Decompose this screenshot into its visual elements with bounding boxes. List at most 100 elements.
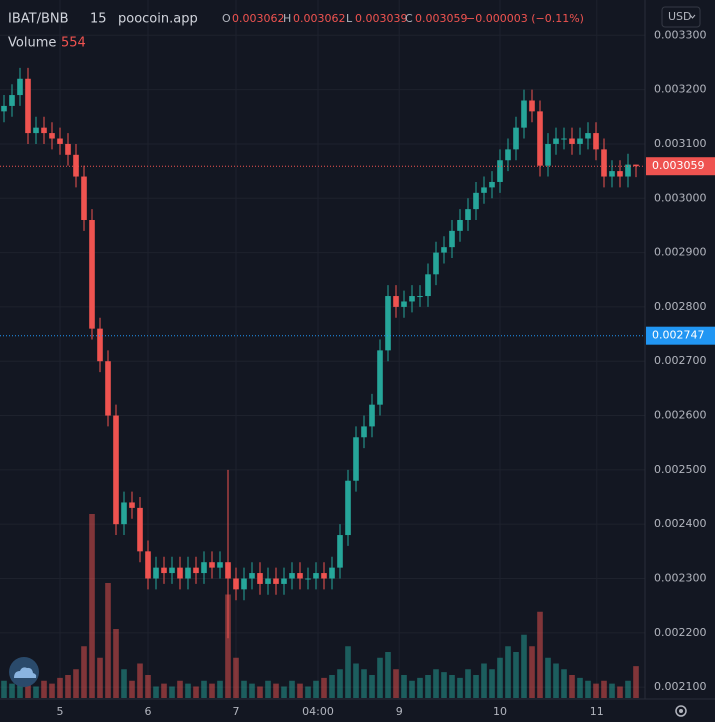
candle-body: [465, 209, 471, 220]
candle-body: [145, 551, 151, 579]
y-tick-label: 0.003200: [654, 83, 707, 96]
volume-bar: [441, 672, 447, 698]
ohlc-label: C: [405, 12, 413, 25]
gear[interactable]: [675, 705, 687, 717]
candle-body: [449, 230, 455, 248]
candle-body: [505, 149, 511, 161]
candle-body: [489, 181, 495, 188]
logo-cloud[interactable]: [14, 667, 37, 678]
candle-body: [409, 296, 415, 302]
volume-bar: [393, 669, 399, 698]
candle-body: [81, 176, 87, 220]
candle-body: [177, 567, 183, 579]
dropdown-caret[interactable]: [689, 14, 696, 19]
volume-bar: [529, 646, 535, 698]
volume-bar: [153, 686, 159, 698]
logo[interactable]: [9, 657, 39, 687]
candle-body: [609, 171, 615, 177]
candle-body: [417, 296, 423, 298]
y-tick-label: 0.002900: [654, 246, 707, 259]
candle-body: [593, 133, 599, 150]
volume-bar: [633, 666, 639, 698]
candle-body: [329, 567, 335, 579]
candle-body: [401, 301, 407, 307]
volume-bar: [113, 629, 119, 698]
y-tick-label: 0.002400: [654, 517, 707, 530]
candle-body: [553, 138, 559, 144]
volume-bar: [553, 663, 559, 698]
interval: 15: [90, 12, 107, 27]
candle-body: [105, 361, 111, 416]
volume-bar: [1, 680, 7, 698]
volume-bar: [185, 683, 191, 698]
volume-bar: [457, 677, 463, 698]
y-tick-label: 0.002100: [654, 680, 707, 693]
candle-body: [577, 138, 583, 144]
volume-bar: [569, 675, 575, 698]
gear-center[interactable]: [679, 709, 683, 713]
volume-bar: [377, 657, 383, 698]
currency[interactable]: USD: [668, 10, 692, 23]
volume-bar: [409, 680, 415, 698]
volume-bar: [265, 680, 271, 698]
volume-bar: [417, 677, 423, 698]
volume-bar: [425, 675, 431, 698]
x-tick-label: 9: [396, 705, 403, 718]
volume-bar: [33, 686, 39, 698]
settings[interactable]: [675, 705, 687, 717]
candle-body: [585, 133, 591, 139]
last-price-box: [646, 157, 715, 176]
volume-bar: [121, 669, 127, 698]
volume-bar: [513, 652, 519, 698]
candle-body: [377, 350, 383, 405]
overlay: 0.003059 0.002747: [0, 157, 715, 345]
volume-bar: [561, 669, 567, 698]
volume-pane: [1, 514, 639, 698]
ohlc-label: H: [283, 12, 291, 25]
volume-bar: [481, 663, 487, 698]
volume-bar: [241, 680, 247, 698]
volume-bar: [369, 675, 375, 698]
candle-body: [265, 578, 271, 584]
volume-bar: [49, 683, 55, 698]
candle-body: [393, 296, 399, 307]
volume-bar: [209, 683, 215, 698]
volume-bar: [585, 680, 591, 698]
candle-body: [633, 164, 639, 167]
candle-body: [281, 578, 287, 584]
currency-dropdown[interactable]: USD: [661, 6, 701, 28]
volume-bar: [361, 669, 367, 698]
volume-bar: [233, 657, 239, 698]
volume-bar: [321, 677, 327, 698]
volume-bar: [345, 646, 351, 698]
volume-bar: [25, 675, 31, 698]
candle-body: [161, 567, 167, 574]
open-value: 0.003062: [232, 12, 285, 25]
candle-body: [57, 138, 63, 144]
volume-bar: [105, 583, 111, 698]
volume-bar: [521, 634, 527, 698]
volume-bar: [193, 686, 199, 698]
candle-body: [345, 480, 351, 536]
volume-bar: [9, 683, 15, 698]
y-tick-label: 0.002700: [654, 354, 707, 367]
y-tick-label: 0.002200: [654, 626, 707, 639]
candle-body: [89, 219, 95, 329]
candle-body: [441, 247, 447, 253]
volume-bar: [545, 657, 551, 698]
volume-bar: [201, 680, 207, 698]
candle-body: [257, 573, 263, 584]
candle-body: [201, 562, 207, 574]
candle-body: [353, 437, 359, 481]
y-tick-label: 0.002800: [654, 300, 707, 313]
candle-body: [289, 573, 295, 579]
candle-body: [225, 562, 231, 579]
candle-body: [121, 502, 127, 525]
volume-bar: [137, 663, 143, 698]
volume-bar: [329, 675, 335, 698]
candle-body: [305, 578, 311, 580]
candle-body: [25, 78, 31, 134]
dropdown-box[interactable]: [661, 6, 701, 28]
volume-bar: [217, 680, 223, 698]
